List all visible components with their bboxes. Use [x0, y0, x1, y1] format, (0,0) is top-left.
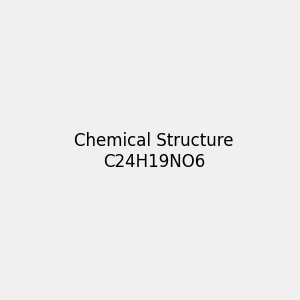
Text: Chemical Structure
C24H19NO6: Chemical Structure C24H19NO6 [74, 132, 233, 171]
